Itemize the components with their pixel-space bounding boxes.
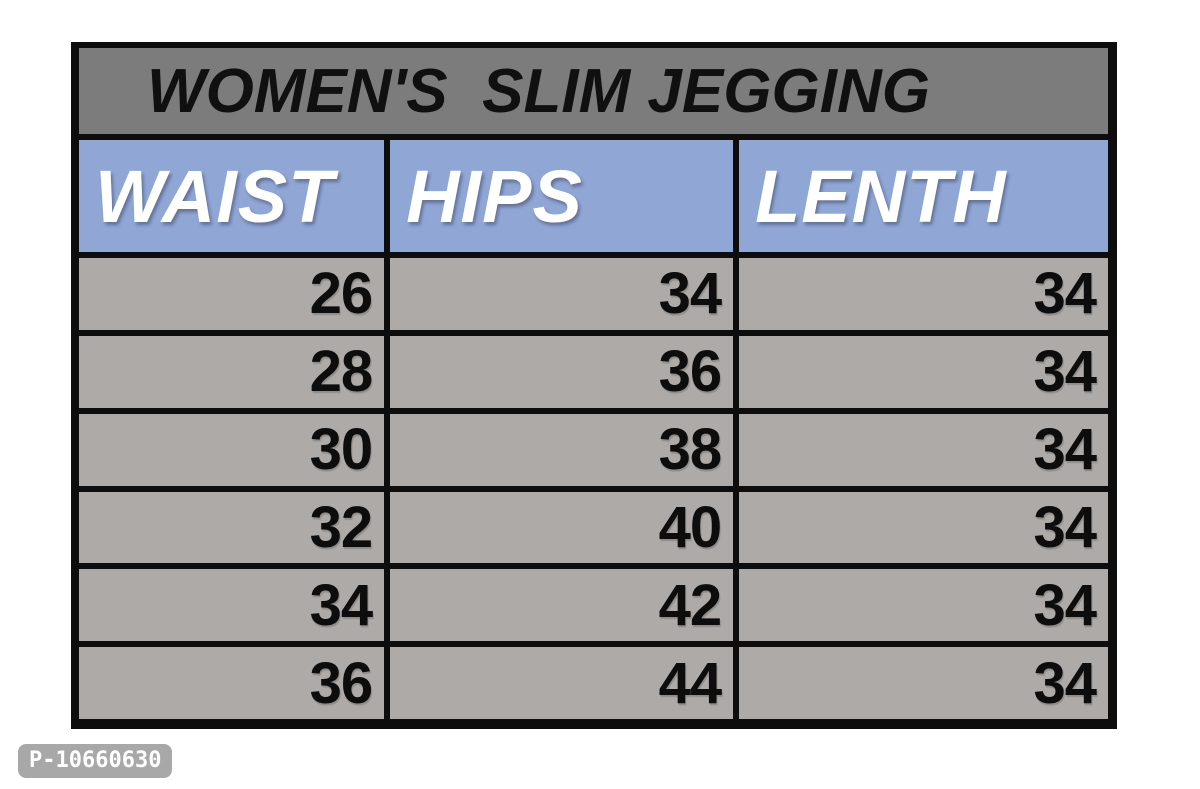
table-cell: 36	[390, 335, 734, 408]
table-cell: 42	[390, 569, 734, 642]
table-cell: 44	[390, 647, 734, 719]
table-cell: 30	[79, 413, 385, 486]
table-cell: 34	[739, 258, 1108, 330]
column-header-hips: HIPS	[390, 140, 734, 252]
watermark-badge: P-10660630	[18, 744, 173, 778]
table-cell: 34	[390, 258, 734, 330]
table-cell: 32	[79, 491, 385, 564]
table-cell: 34	[739, 569, 1108, 642]
table-title: WOMEN'S SLIM JEGGING	[79, 48, 1108, 134]
table-cell: 34	[739, 491, 1108, 564]
table-cell: 34	[79, 569, 385, 642]
table-cell: 28	[79, 335, 385, 408]
table-cell: 38	[390, 413, 734, 486]
table-cell: 26	[79, 258, 385, 330]
column-header-waist: WAIST	[79, 140, 385, 252]
table-cell: 34	[739, 335, 1108, 408]
size-chart-table: WOMEN'S SLIM JEGGING WAIST HIPS LENTH 26…	[71, 42, 1117, 729]
table-cell: 34	[739, 413, 1108, 486]
table-cell: 40	[390, 491, 734, 564]
column-header-lenth: LENTH	[739, 140, 1108, 252]
table-cell: 34	[739, 647, 1108, 719]
table-cell: 36	[79, 647, 385, 719]
